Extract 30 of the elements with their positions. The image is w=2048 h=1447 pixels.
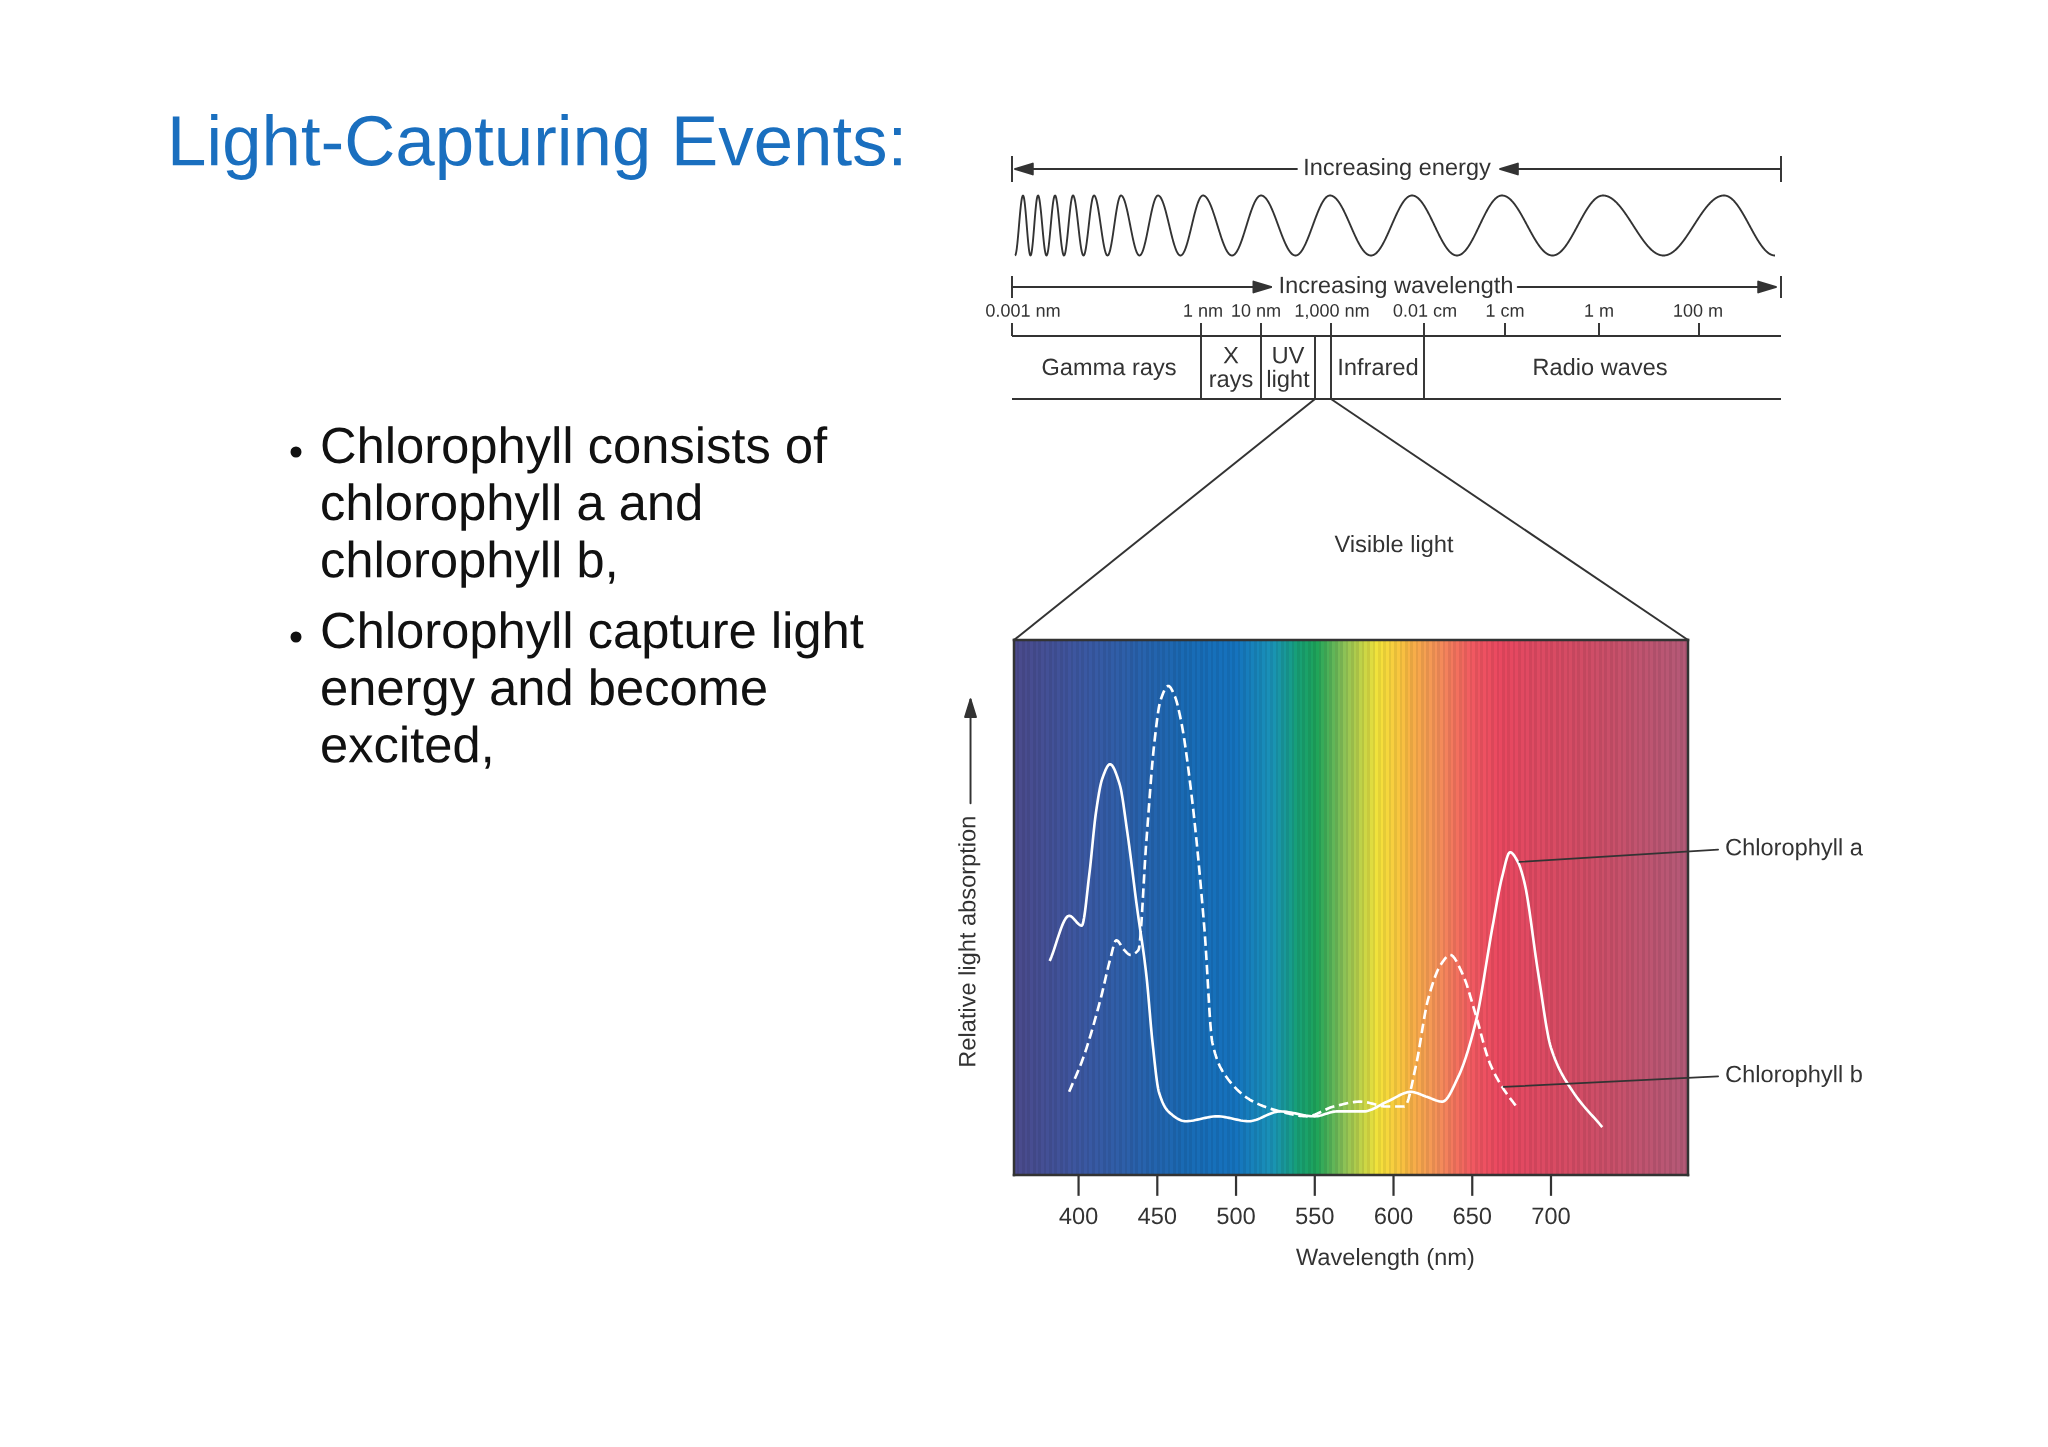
x-tick-label: 700 (1532, 1207, 1570, 1225)
text: Chlorophyll consists of chlorophyll a and chlorophyll b, (322, 426, 828, 588)
text: Visible light (1334, 534, 1454, 558)
text: 0.01 cm (1393, 304, 1456, 317)
x-tick-label: 600 (1375, 1207, 1413, 1225)
text: 1 cm (1486, 304, 1524, 317)
text: Chlorophyll a (1726, 838, 1863, 861)
text: Light-Capturing Events: (172, 113, 901, 181)
x-tick-label: 500 (1217, 1207, 1255, 1225)
text: 1 nm (1184, 304, 1222, 317)
x-axis-title: Wavelength (nm) (1296, 1247, 1474, 1270)
text: 100 m (1674, 304, 1722, 317)
text: Chlorophyll b (1726, 1065, 1862, 1088)
text: Radio waves (1534, 357, 1667, 376)
text: 1,000 nm (1295, 304, 1369, 319)
text: X rays (1210, 347, 1253, 392)
text: 0.001 nm (986, 304, 1060, 317)
y-axis-title: Relative light absorption (958, 817, 981, 1066)
x-tick-label: 650 (1453, 1207, 1492, 1225)
text: 10 nm (1232, 304, 1280, 317)
x-tick-label: 400 (1059, 1207, 1098, 1225)
text: Infrared (1339, 357, 1418, 376)
text: Chlorophyll capture light energy and become excited, (322, 611, 864, 769)
text: Gamma rays (1042, 358, 1176, 381)
text: 1 m (1585, 304, 1613, 317)
x-tick-label: 450 (1138, 1207, 1177, 1225)
text: UV light (1267, 347, 1310, 392)
x-tick-label: 550 (1296, 1207, 1334, 1225)
text: Increasing energy (1305, 158, 1491, 181)
text: Increasing wavelength (1280, 276, 1512, 299)
